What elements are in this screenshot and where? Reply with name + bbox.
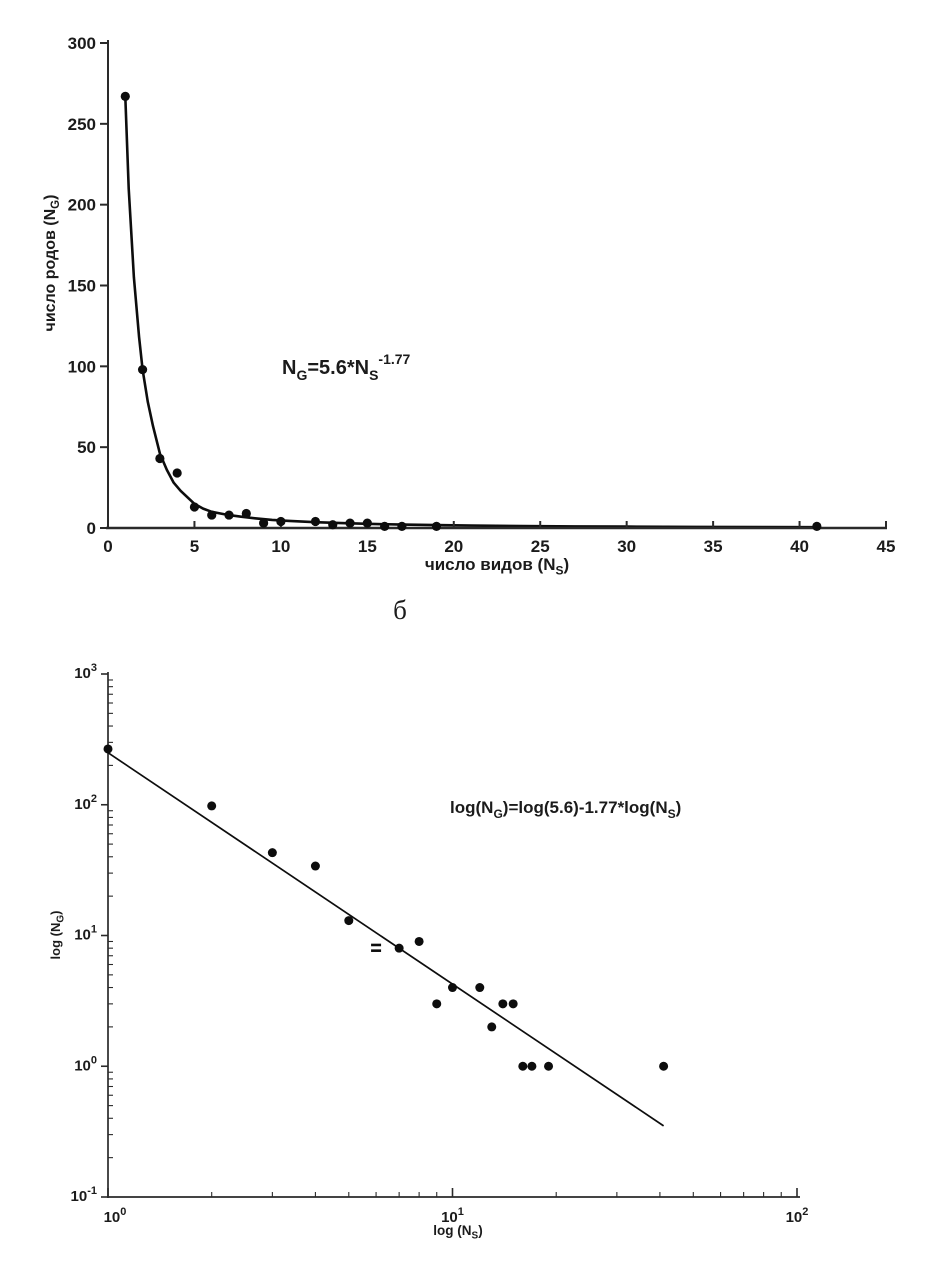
- x-tick-label: 101: [441, 1206, 464, 1226]
- data-point: [310, 861, 320, 871]
- data-point: [397, 521, 407, 531]
- data-point: [137, 364, 148, 375]
- data-point: [259, 518, 269, 528]
- y-tick-label: 150: [68, 277, 96, 296]
- data-point: [310, 516, 321, 527]
- data-point: [207, 510, 217, 520]
- y-tick-label: 0: [87, 519, 96, 538]
- data-point: [414, 936, 424, 946]
- y-axis-title: log (NG): [48, 911, 66, 960]
- data-point: [508, 999, 518, 1009]
- data-point: [103, 744, 113, 754]
- x-axis-title: число видов (NS): [425, 555, 569, 577]
- data-point: [544, 1061, 554, 1071]
- data-point: [345, 518, 355, 528]
- data-point: [267, 848, 277, 858]
- x-tick-label: 15: [358, 537, 377, 556]
- x-tick-label: 40: [790, 537, 809, 556]
- y-axis-title: число родов (NG): [42, 195, 62, 332]
- data-point: [172, 468, 182, 478]
- log-log-chart: 100 101 102 10-1 100 101 102 103 log (NS) log (NG…: [48, 662, 809, 1241]
- x-tick-label: 20: [444, 537, 463, 556]
- x-tick-label: 30: [617, 537, 636, 556]
- panel-label: б: [393, 595, 407, 625]
- y-tick-label: 200: [68, 196, 96, 215]
- y-tick-label: 100: [68, 357, 96, 376]
- data-point: [120, 91, 130, 101]
- data-point: [328, 520, 338, 530]
- x-tick-label: 102: [786, 1206, 809, 1226]
- data-point: [276, 516, 286, 527]
- y-tick-label: 250: [68, 115, 96, 134]
- y-tick-label: 300: [68, 34, 96, 53]
- data-point: [498, 999, 508, 1009]
- x-tick-label: 100: [104, 1206, 127, 1226]
- data-point: [432, 999, 442, 1009]
- formula-annotation: log(NG)=log(5.6)-1.77*log(NS): [450, 798, 681, 821]
- x-tick-label: 25: [531, 537, 550, 556]
- x-tick-label: 35: [704, 537, 723, 556]
- y-tick-label: 50: [77, 438, 96, 457]
- y-tick-label: 101: [74, 924, 97, 944]
- y-tick-label: 102: [74, 793, 97, 813]
- fit-line: [107, 752, 665, 1127]
- data-point: [207, 801, 217, 811]
- linear-scale-chart: 0 5 10 15 20 25 30 35 40 45 0 50 100 150 200 250 300 числ…: [42, 34, 896, 577]
- data-point: [380, 521, 390, 531]
- data-point: [487, 1022, 497, 1032]
- data-point: [344, 916, 354, 926]
- x-tick-label: 0: [103, 537, 112, 556]
- x-tick-label: 5: [190, 537, 199, 556]
- fit-curve: [124, 95, 819, 529]
- data-point: [241, 508, 251, 519]
- data-point: [394, 943, 404, 953]
- data-point: [527, 1061, 537, 1071]
- data-point: [518, 1061, 528, 1071]
- data-point: [659, 1061, 669, 1071]
- y-tick-label: 10-1: [71, 1185, 97, 1205]
- data-point: [189, 502, 200, 512]
- x-axis-title: log (NS): [433, 1223, 482, 1241]
- data-point: [155, 453, 165, 464]
- data-point-dash: [371, 943, 382, 947]
- x-tick-label: 45: [877, 537, 896, 556]
- data-point: [812, 521, 822, 531]
- x-tick-label: 10: [271, 537, 290, 556]
- data-point: [448, 983, 457, 993]
- data-point: [224, 510, 234, 520]
- y-tick-label: 103: [74, 662, 97, 682]
- data-point: [475, 983, 485, 993]
- data-point: [431, 521, 442, 531]
- data-point: [362, 518, 372, 528]
- data-point-dash: [371, 949, 382, 952]
- formula-annotation: NG=5.6*NS-1.77: [282, 351, 411, 383]
- y-tick-label: 100: [74, 1054, 97, 1074]
